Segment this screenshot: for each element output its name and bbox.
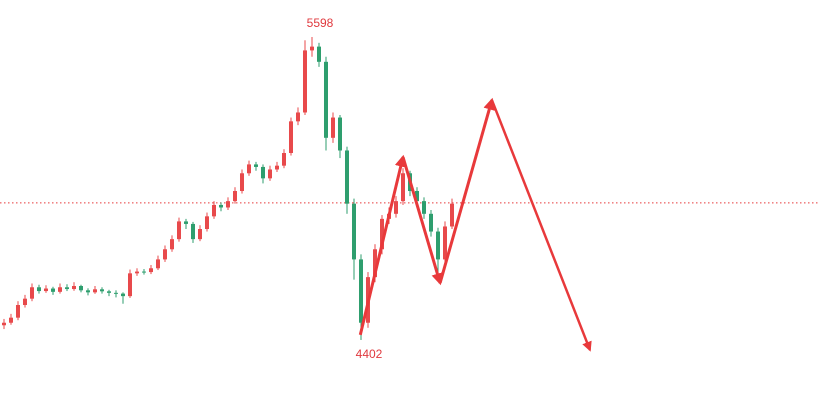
candle-body: [176, 221, 181, 240]
candle-body: [344, 150, 349, 204]
candle-body: [64, 287, 69, 290]
candle-body: [15, 305, 20, 318]
candle-body: [113, 292, 118, 294]
candle-body: [106, 291, 111, 293]
candle-body: [99, 289, 104, 292]
candle-body: [372, 249, 377, 278]
candle-body: [415, 191, 420, 202]
candle-body: [302, 50, 307, 113]
candle-body: [190, 223, 195, 240]
candle-body: [155, 259, 160, 269]
candle-body: [22, 298, 27, 306]
projection-arrow: [490, 99, 592, 352]
candle-body: [218, 204, 223, 208]
candle-body: [422, 201, 427, 214]
candle-body: [211, 204, 216, 217]
candle-body: [120, 293, 125, 297]
candle-body: [281, 153, 286, 166]
projection-arrow: [358, 154, 407, 336]
candle-body: [183, 221, 188, 224]
candle-body: [337, 117, 342, 151]
candle-body: [358, 259, 363, 323]
candle-body: [57, 287, 62, 292]
extreme-label: 5598: [307, 16, 334, 30]
candle-body: [443, 226, 448, 260]
candle-body: [267, 169, 272, 179]
candle-body: [253, 164, 258, 167]
candle-body: [8, 317, 13, 323]
candle-body: [232, 191, 237, 202]
candle-body: [36, 287, 41, 292]
candle-body: [260, 166, 265, 179]
candle-body: [309, 46, 314, 51]
candle-body: [204, 216, 209, 230]
candle-body: [295, 112, 300, 122]
candle-body: [85, 290, 90, 293]
candle-body: [169, 239, 174, 250]
candle-body: [330, 117, 335, 138]
candle-body: [379, 218, 384, 250]
candle-body: [246, 164, 251, 174]
candle-body: [78, 286, 83, 291]
candle-body: [316, 46, 321, 62]
candle-body: [50, 288, 55, 292]
candle-body: [274, 165, 279, 170]
candle-body: [288, 121, 293, 154]
candle-body: [436, 231, 441, 260]
candle-body: [393, 201, 398, 214]
candle-body: [225, 201, 230, 208]
candle-body: [323, 61, 328, 138]
projection-arrow: [438, 97, 496, 284]
candle-body: [43, 288, 48, 292]
candle-body: [197, 229, 202, 240]
candle-body: [148, 268, 153, 273]
candle-body: [134, 271, 139, 274]
candle-body: [92, 289, 97, 293]
candle-body: [400, 173, 405, 202]
candle-body: [351, 203, 356, 260]
candle-body: [29, 287, 34, 299]
extreme-label: 4402: [356, 347, 383, 361]
candle-body: [127, 273, 132, 297]
candle-body: [1, 322, 6, 326]
candle-body: [162, 249, 167, 260]
candle-body: [429, 213, 434, 232]
candle-body: [450, 203, 455, 227]
projection-arrow: [401, 156, 444, 286]
candle-body: [239, 173, 244, 192]
candle-body: [71, 286, 76, 290]
candle-body: [141, 271, 146, 273]
